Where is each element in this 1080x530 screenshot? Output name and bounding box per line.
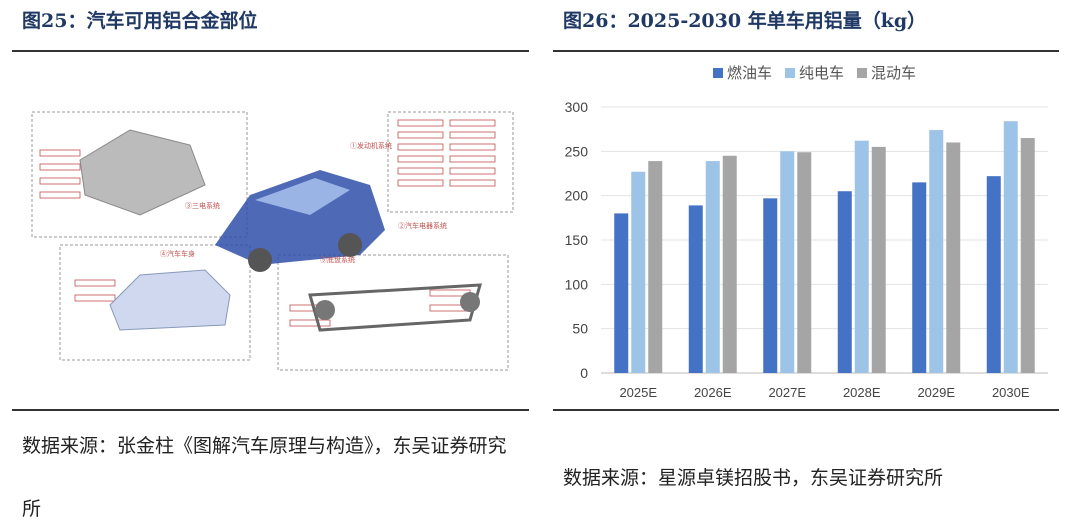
rule <box>12 50 529 52</box>
legend-swatch <box>713 68 723 78</box>
bar <box>912 182 927 373</box>
bar <box>688 205 703 373</box>
bar <box>837 191 852 373</box>
bar <box>871 146 886 373</box>
figure-title: 图25：汽车可用铝合金部位 <box>22 10 258 32</box>
y-tick-label: 50 <box>572 321 588 337</box>
chart: 0 50 100 150 200 250 300 2025E 2026E 2027E 2028E 20… <box>565 64 1048 400</box>
y-tick-label: 100 <box>565 276 589 292</box>
legend-label: 混动车 <box>871 65 916 82</box>
y-tick-label: 150 <box>565 232 589 248</box>
diagram: ①发动机系统 ②汽车电器系统 ③三电系统 ④汽车车身 ⑤底盘系统 <box>31 111 514 371</box>
bar <box>946 142 961 373</box>
rule <box>553 50 1059 52</box>
rule <box>12 409 529 411</box>
bar <box>929 130 944 373</box>
bar <box>1003 121 1018 373</box>
bar <box>780 151 795 373</box>
y-tick-label: 0 <box>580 365 588 381</box>
x-tick-label: 2029E <box>917 385 955 400</box>
x-tick-label: 2027E <box>768 385 806 400</box>
bar <box>722 155 737 373</box>
bar <box>854 140 869 373</box>
bar <box>1020 138 1035 373</box>
y-tick-label: 250 <box>565 143 589 159</box>
legend-label: 纯电车 <box>799 65 844 82</box>
bar <box>763 198 778 373</box>
x-tick-label: 2030E <box>992 385 1030 400</box>
diagram-label: ③三电系统 <box>185 201 220 210</box>
legend-swatch <box>785 68 795 78</box>
source: 数据来源：星源卓镁招股书，东吴证券研究所 <box>563 467 944 489</box>
x-tick-label: 2026E <box>694 385 732 400</box>
diagram-label: ④汽车车身 <box>160 249 195 258</box>
diagram-label: ⑤底盘系统 <box>320 255 355 264</box>
diagram-label: ①发动机系统 <box>350 141 392 150</box>
bar <box>705 161 720 373</box>
bar <box>648 161 663 373</box>
rule <box>553 409 1059 411</box>
legend-label: 燃油车 <box>727 64 772 82</box>
bar <box>986 176 1001 373</box>
figure-title: 图26：2025-2030 年单车用铝量（kg） <box>563 10 927 32</box>
x-tick-label: 2028E <box>843 385 881 400</box>
legend-swatch <box>857 68 867 78</box>
x-tick-label: 2025E <box>619 385 657 400</box>
y-tick-label: 200 <box>565 188 589 204</box>
y-tick-label: 300 <box>565 99 589 115</box>
diagram-label: ②汽车电器系统 <box>398 221 447 230</box>
bar <box>631 171 646 373</box>
bar <box>797 152 812 373</box>
bar <box>614 213 629 373</box>
source: 数据来源：张金柱《图解汽车原理与构造》，东吴证券研究所 <box>22 435 507 520</box>
